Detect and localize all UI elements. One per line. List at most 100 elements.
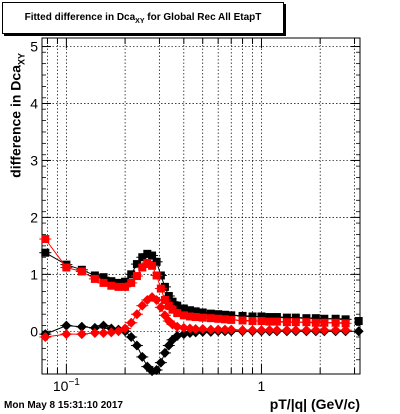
x-axis-label: pT/|q| (GeV/c) [269, 396, 360, 412]
data-point-square [77, 267, 86, 276]
data-point-square [173, 301, 182, 310]
data-point-square [127, 270, 136, 279]
y-tick-label: 3 [30, 152, 38, 168]
data-point-square [152, 257, 161, 266]
data-point-diamond [61, 320, 72, 331]
data-point-diamond [340, 325, 351, 336]
data-point-square [220, 310, 229, 319]
data-point-square [265, 313, 274, 322]
data-point-diamond [330, 325, 341, 336]
y-tick-label: 4 [30, 95, 38, 111]
data-point-square [248, 317, 257, 326]
y-tick-label: 2 [30, 209, 38, 225]
data-point-diamond [126, 317, 137, 328]
data-point-diamond [106, 327, 117, 338]
data-point-diamond [131, 340, 142, 351]
data-point-diamond [172, 321, 183, 332]
data-point-diamond [184, 323, 195, 334]
chart-title-box: Fitted difference in DcaXY for Global Re… [2, 2, 284, 34]
data-point-square [198, 313, 207, 322]
data-point-square [99, 273, 108, 282]
data-point-square [160, 295, 169, 304]
data-point-diamond [353, 326, 364, 337]
data-point-square [107, 277, 116, 286]
x-tick-label: 10−1 [53, 377, 80, 394]
data-point-square [282, 318, 291, 327]
data-point-square [214, 314, 223, 323]
data-point-square [143, 258, 152, 267]
data-point-square [272, 317, 281, 326]
x-tick-label: 1 [258, 378, 266, 394]
data-point-square [227, 315, 236, 324]
data-point-diamond [310, 325, 321, 336]
data-point-square [227, 311, 236, 320]
data-point-square [185, 312, 194, 321]
data-point-square [311, 314, 320, 323]
x-tick-label-base: 1 [258, 378, 266, 394]
y-tick-label: 0 [30, 323, 38, 339]
data-point-square [341, 319, 350, 328]
data-point-square [138, 253, 147, 262]
data-point-square [272, 313, 281, 322]
data-point-square [257, 312, 266, 321]
data-point-diamond [131, 309, 142, 320]
data-point-diamond [137, 351, 148, 362]
y-tick-label: 5 [30, 39, 38, 55]
data-point-square [121, 282, 130, 291]
data-point-square [90, 274, 99, 283]
data-point-square [302, 318, 311, 327]
data-point-diamond [290, 325, 301, 336]
data-point-diamond [151, 365, 162, 376]
data-point-square [206, 309, 215, 318]
footer-timestamp: Mon May 8 15:31:10 2017 [4, 400, 123, 411]
data-point-square [99, 278, 108, 287]
data-point-square [132, 260, 141, 269]
data-point-square [220, 315, 229, 324]
data-point-square [62, 263, 71, 272]
data-point-square [41, 248, 50, 257]
data-point-diamond [190, 324, 201, 335]
data-point-diamond [120, 323, 131, 334]
data-point-square [282, 313, 291, 322]
data-point-diamond [205, 324, 216, 335]
data-point-square [41, 235, 50, 244]
data-point-diamond [319, 325, 330, 336]
data-point-diamond [126, 331, 137, 342]
data-point-diamond [155, 357, 166, 368]
data-point-square [156, 284, 165, 293]
data-point-square [179, 311, 188, 320]
data-point-square [291, 313, 300, 322]
data-point-diamond [61, 329, 72, 340]
data-point-square [248, 312, 257, 321]
data-point-diamond [213, 324, 224, 335]
data-point-square [238, 316, 247, 325]
data-point-square [198, 308, 207, 317]
data-point-square [206, 314, 215, 323]
data-point-square [107, 281, 116, 290]
data-point-diamond [247, 325, 258, 336]
data-point-diamond [89, 322, 100, 333]
data-point-diamond [271, 325, 282, 336]
data-point-diamond [89, 327, 100, 338]
data-point-diamond [219, 324, 230, 335]
data-point-square [331, 318, 340, 327]
data-point-square [214, 310, 223, 319]
data-point-square [132, 272, 141, 281]
data-point-square [173, 309, 182, 318]
x-tick-label-base: 10 [53, 378, 69, 394]
data-point-square [320, 318, 329, 327]
data-point-diamond [264, 325, 275, 336]
data-point-square [354, 317, 363, 326]
data-point-diamond [98, 327, 109, 338]
x-tick-label-exponent: −1 [68, 377, 80, 388]
data-point-square [185, 306, 194, 315]
data-point-diamond [226, 324, 237, 335]
data-point-square [138, 263, 147, 272]
chart-title: Fitted difference in DcaXY for Global Re… [24, 11, 262, 25]
data-point-square [311, 318, 320, 327]
data-point-diamond [155, 302, 166, 313]
data-point-diamond [159, 347, 170, 358]
data-point-square [291, 318, 300, 327]
data-point-diamond [237, 325, 248, 336]
